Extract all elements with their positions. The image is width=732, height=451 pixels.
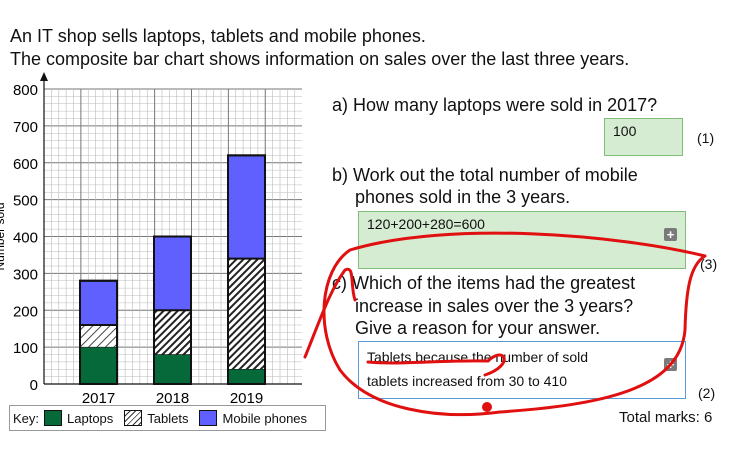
key-tablets: Tablets xyxy=(147,410,189,426)
x-tick-label: 2018 xyxy=(156,390,189,405)
question-a: a) How many laptops were sold in 2017? xyxy=(332,95,658,115)
answer-b-input[interactable]: 120+200+280=600 + xyxy=(358,211,686,269)
bar-mobile-phones-2018 xyxy=(153,235,192,312)
bar-tablets-2018 xyxy=(153,310,192,355)
key-mobile: Mobile phones xyxy=(222,410,308,426)
marks-a: (1) xyxy=(697,130,715,146)
bar-tablets-2017 xyxy=(79,324,118,348)
chart-key: Key: Laptops Tablets Mobile phones xyxy=(9,405,326,431)
y-tick-label: 200 xyxy=(13,303,38,320)
bar-laptops-2019 xyxy=(227,369,266,385)
bar-laptops-2018 xyxy=(153,354,192,385)
answer-a-input[interactable]: 100 xyxy=(604,118,683,156)
bar-outline-2019 xyxy=(227,154,266,385)
tablets-swatch xyxy=(124,410,143,426)
total-marks: Total marks: 6 xyxy=(619,409,713,426)
y-tick-label: 600 xyxy=(13,156,38,173)
y-axis-arrow-icon xyxy=(40,72,48,81)
x-tick-label: 2019 xyxy=(230,390,263,405)
y-tick-label: 700 xyxy=(13,119,38,136)
question-c-line-3: Give a reason for your answer. xyxy=(355,318,601,338)
mobile-swatch xyxy=(199,410,218,426)
answer-c-line-2: tablets increased from 30 to 410 xyxy=(367,373,568,389)
question-b-line-1: b) Work out the total number of mobile xyxy=(332,165,638,185)
bar-laptops-2017 xyxy=(79,346,118,385)
marks-c: (2) xyxy=(698,385,716,401)
y-tick-label: 100 xyxy=(13,340,38,357)
bar-tablets-2019 xyxy=(227,258,266,370)
marks-b: (3) xyxy=(700,256,718,272)
y-tick-label: 300 xyxy=(13,266,38,283)
answer-c-input[interactable]: Tablets because the number of sold table… xyxy=(358,341,686,399)
y-tick-label: 500 xyxy=(13,193,38,210)
intro-line-1: An IT shop sells laptops, tablets and mo… xyxy=(10,26,426,46)
answer-c-line-1: Tablets because the number of sold xyxy=(367,349,589,365)
question-b-line-2: phones sold in the 3 years. xyxy=(355,187,571,207)
bar-outline-2018 xyxy=(153,235,192,385)
y-tick-label: 400 xyxy=(13,230,38,247)
bar-mobile-phones-2019 xyxy=(227,154,266,260)
intro-line-2: The composite bar chart shows informatio… xyxy=(10,49,630,69)
key-title: Key: xyxy=(13,410,40,426)
answer-b-value: 120+200+280=600 xyxy=(367,216,485,232)
key-laptops: Laptops xyxy=(67,410,114,426)
y-tick-label: 0 xyxy=(30,377,38,394)
laptops-swatch xyxy=(44,410,63,426)
expand-plus-icon[interactable]: + xyxy=(664,228,677,241)
answer-a-value: 100 xyxy=(613,123,637,139)
y-axis-label: Number sold xyxy=(0,202,7,270)
expand-plus-icon[interactable]: + xyxy=(664,358,677,371)
question-c-line-2: increase in sales over the 3 years? xyxy=(355,296,634,316)
bar-mobile-phones-2017 xyxy=(79,279,118,326)
question-c-line-1: c) Which of the items had the greatest xyxy=(332,273,636,293)
y-tick-label: 800 xyxy=(13,82,38,99)
composite-bar-chart: 0 100 200 300 400 500 600 700 800 Number sold 2017… xyxy=(0,72,302,405)
x-tick-label: 2017 xyxy=(82,390,115,405)
bar-outline-2017 xyxy=(79,279,118,385)
